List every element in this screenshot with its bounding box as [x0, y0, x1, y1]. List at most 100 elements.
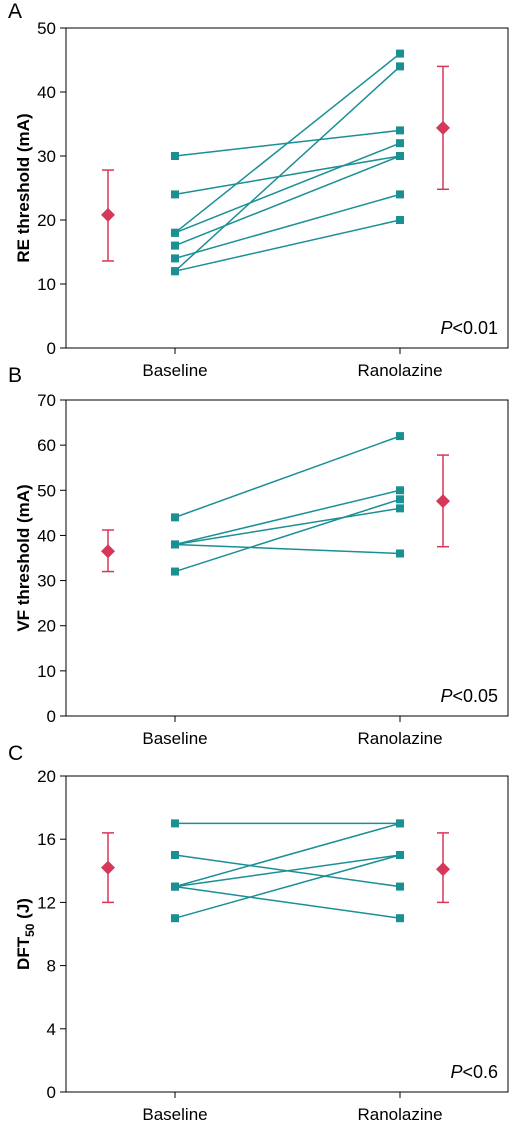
p-value-symbol: P: [440, 686, 452, 706]
mean-diamond-marker: [101, 860, 115, 875]
data-point-marker: [171, 882, 179, 891]
y-axis-label-main: RE threshold (mA): [14, 113, 33, 262]
subject-line: [174, 507, 401, 546]
y-tick-label: 20: [37, 767, 56, 786]
subject-line: [174, 193, 401, 260]
subject-line: [174, 155, 401, 196]
p-value-symbol: P: [440, 318, 452, 338]
data-point-marker: [396, 549, 404, 558]
subject-line: [174, 435, 401, 519]
mean-diamond-marker: [436, 494, 450, 509]
data-point-marker: [396, 486, 404, 495]
subject-line: [174, 498, 401, 573]
x-category-label: Baseline: [142, 1105, 207, 1124]
data-point-marker: [171, 851, 179, 859]
p-value-label: P<0.05: [440, 686, 498, 706]
y-tick-label: 0: [47, 707, 56, 726]
p-value-label: P<0.01: [440, 318, 498, 338]
data-point-marker: [171, 228, 179, 237]
subject-line: [174, 155, 401, 247]
p-value-label: P<0.6: [450, 1062, 498, 1082]
data-point-marker: [171, 152, 179, 160]
panel-letter: A: [8, 0, 22, 23]
mean-diamond-marker: [101, 207, 115, 222]
y-axis-label-main: VF threshold (mA): [14, 484, 33, 631]
y-axis-label: DFT50 (J): [14, 898, 37, 970]
y-axis-label-main: DFT: [14, 936, 33, 970]
subject-line: [174, 142, 401, 234]
data-point-marker: [396, 504, 404, 513]
data-point-marker: [396, 819, 404, 828]
data-point-marker: [396, 49, 404, 58]
data-point-marker: [171, 819, 179, 828]
data-point-marker: [396, 495, 404, 504]
subject-line: [174, 65, 401, 272]
y-axis-label-unit: (J): [14, 898, 33, 924]
subject-line: [174, 543, 401, 555]
panel-letter: B: [8, 364, 22, 387]
plot-frame: [65, 399, 509, 717]
y-tick-label: 50: [37, 19, 56, 38]
y-axis-label: RE threshold (mA): [14, 113, 33, 262]
y-tick-label: 40: [37, 83, 56, 102]
data-point-marker: [396, 139, 404, 148]
x-category-label: Ranolazine: [357, 729, 442, 748]
y-tick-label: 70: [37, 391, 56, 410]
y-axis-label: VF threshold (mA): [14, 484, 33, 631]
data-point-marker: [171, 254, 179, 263]
y-tick-label: 20: [37, 617, 56, 636]
y-axis-label-subscript: 50: [23, 923, 37, 937]
y-tick-label: 10: [37, 275, 56, 294]
data-point-marker: [171, 267, 179, 276]
p-value-text: <0.01: [452, 318, 498, 338]
subject-line: [174, 219, 401, 272]
subject-line: [174, 885, 401, 919]
y-tick-label: 8: [47, 957, 56, 976]
y-tick-label: 20: [37, 211, 56, 230]
p-value-text: <0.6: [462, 1062, 498, 1082]
y-tick-label: 10: [37, 662, 56, 681]
y-tick-label: 30: [37, 147, 56, 166]
chart-panel-c: 0 4 8 12 16 20 Baseline Ranolazine C DFT50 (J) P<0…: [8, 742, 509, 1124]
p-value-symbol: P: [450, 1062, 462, 1082]
mean-diamond-marker: [436, 862, 450, 877]
data-point-marker: [396, 152, 404, 160]
data-point-marker: [171, 567, 179, 576]
x-category-label: Ranolazine: [357, 361, 442, 380]
subject-line: [174, 822, 401, 888]
chart-panel-a: 0 10 20 30 40 50 Baseline Ranolazine A RE thresho…: [8, 0, 509, 380]
data-point-marker: [171, 914, 179, 923]
data-point-marker: [396, 432, 404, 441]
y-tick-label: 12: [37, 893, 56, 912]
subject-line: [174, 854, 401, 919]
y-tick-label: 0: [47, 339, 56, 358]
mean-diamond-marker: [436, 120, 450, 135]
data-point-marker: [396, 914, 404, 923]
data-point-marker: [171, 540, 179, 549]
x-category-label: Baseline: [142, 729, 207, 748]
data-point-marker: [171, 190, 179, 199]
data-point-marker: [396, 62, 404, 71]
data-point-marker: [396, 126, 404, 135]
x-category-label: Baseline: [142, 361, 207, 380]
subject-line: [174, 53, 401, 234]
panel-letter: C: [8, 742, 23, 765]
y-tick-label: 30: [37, 572, 56, 591]
data-point-marker: [396, 190, 404, 199]
y-tick-label: 60: [37, 436, 56, 455]
data-point-marker: [396, 216, 404, 224]
data-point-marker: [171, 241, 179, 250]
p-value-text: <0.05: [452, 686, 498, 706]
y-tick-label: 4: [47, 1020, 56, 1039]
data-point-marker: [396, 851, 404, 859]
y-tick-label: 16: [37, 830, 56, 849]
plot-frame: [65, 27, 509, 349]
y-tick-label: 40: [37, 526, 56, 545]
subject-line: [174, 854, 401, 888]
plot-frame: [65, 775, 509, 1093]
data-point-marker: [171, 513, 179, 522]
data-point-marker: [396, 882, 404, 891]
y-tick-label: 50: [37, 481, 56, 500]
subject-line: [174, 489, 401, 546]
